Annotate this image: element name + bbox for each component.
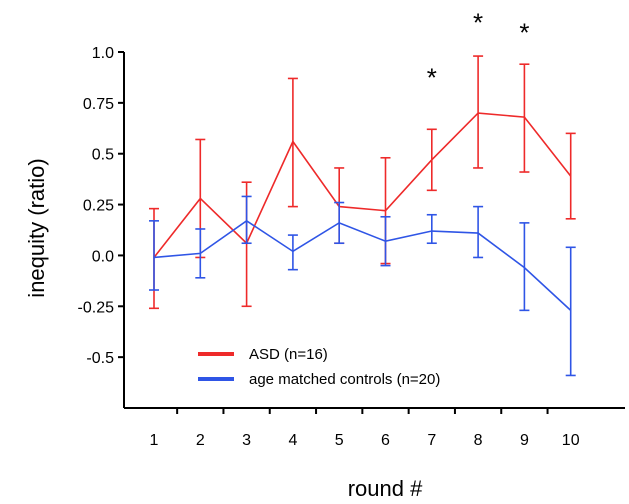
legend-label: ASD (n=16) xyxy=(249,346,328,363)
error-bar xyxy=(519,222,530,312)
error-bar xyxy=(287,77,298,208)
y-tick-label: 0.75 xyxy=(83,96,114,113)
series-line xyxy=(153,112,572,258)
error-bar xyxy=(426,213,437,245)
legend: ASD (n=16) age matched controls (n=20) xyxy=(198,346,440,388)
error-bar xyxy=(149,220,159,291)
error-bar xyxy=(287,234,298,271)
y-tick-label: 1.0 xyxy=(92,45,114,62)
y-tick-label: 0.0 xyxy=(92,248,114,265)
series-asd xyxy=(149,55,576,310)
y-tick-label: -0.25 xyxy=(78,299,115,316)
error-bar xyxy=(519,63,530,173)
x-tick-label: 5 xyxy=(335,432,344,449)
axes xyxy=(118,51,625,414)
x-tick-label: 10 xyxy=(562,432,580,449)
series-line xyxy=(153,219,572,311)
series-controls xyxy=(149,195,576,377)
significance-star: * xyxy=(519,18,529,48)
x-tick-label: 7 xyxy=(427,432,436,449)
error-bar xyxy=(380,215,391,267)
error-bar xyxy=(565,132,576,220)
error-bar xyxy=(473,205,484,259)
significance-star: * xyxy=(427,62,437,92)
y-tick-labels: 1.0 0.75 0.5 0.25 0.0 -0.25 -0.5 xyxy=(78,45,115,367)
x-tick-label: 4 xyxy=(288,432,297,449)
error-bar xyxy=(426,128,437,192)
legend-label: age matched controls (n=20) xyxy=(249,371,440,388)
x-tick-label: 9 xyxy=(520,432,529,449)
x-tick-label: 2 xyxy=(196,432,205,449)
significance-star: * xyxy=(473,7,483,37)
y-tick-label: 0.5 xyxy=(92,147,114,164)
error-bar xyxy=(241,195,252,245)
x-tick-labels: 1 2 3 4 5 6 7 8 9 10 xyxy=(150,432,580,449)
error-bar xyxy=(473,55,484,169)
error-bar xyxy=(195,228,206,279)
annotations: * * * xyxy=(427,7,530,92)
x-tick-label: 1 xyxy=(150,432,159,449)
y-tick-label: 0.25 xyxy=(83,198,114,215)
x-tick-label: 3 xyxy=(242,432,251,449)
series-layer xyxy=(149,55,576,377)
x-tick-label: 6 xyxy=(381,432,390,449)
x-tick-label: 8 xyxy=(474,432,483,449)
error-bar xyxy=(565,246,576,377)
y-axis-title: inequity (ratio) xyxy=(24,158,49,297)
y-tick-label: -0.5 xyxy=(86,350,114,367)
x-axis-title: round # xyxy=(348,476,423,501)
error-bar xyxy=(334,201,345,245)
